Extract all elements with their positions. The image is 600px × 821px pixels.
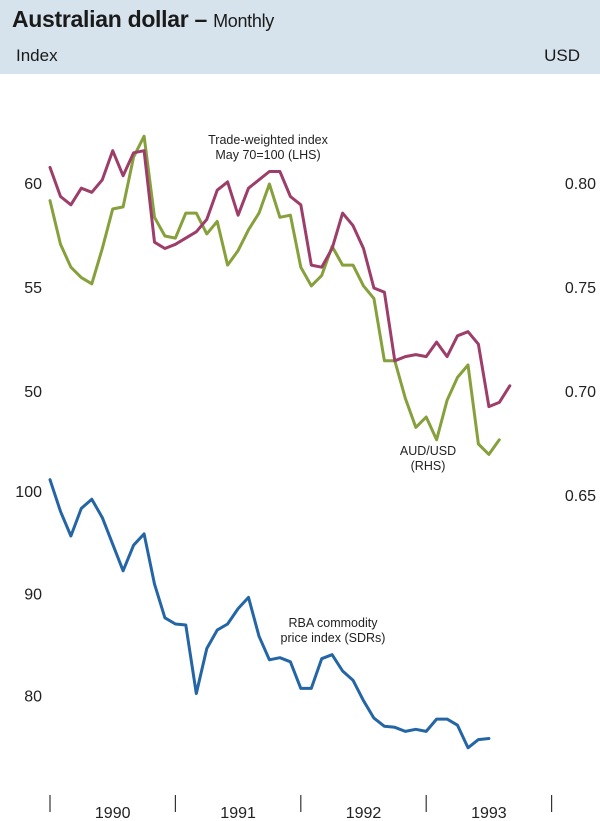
title-main: Australian dollar	[12, 6, 189, 32]
aud-label-line2: (RHS)	[411, 459, 446, 473]
aud-usd-series-line	[48, 134, 501, 456]
right-tick-label: 0.65	[565, 488, 596, 505]
left-bottom-axis: 100 90 80	[15, 484, 42, 706]
left-axis-unit: Index	[16, 46, 58, 65]
left-bottom-tick-label: 80	[24, 689, 42, 706]
rba-label-line2: price index (SDRs)	[281, 631, 386, 645]
twi-series-line	[48, 149, 512, 409]
left-bottom-tick-label: 100	[15, 484, 42, 501]
x-axis: 1990 1991 1992 1993	[49, 795, 553, 821]
left-top-tick-label: 55	[24, 280, 42, 297]
left-top-axis: 60 55 50	[24, 176, 42, 401]
right-tick-label: 0.70	[565, 384, 596, 401]
twi-label-line2: May 70=100 (LHS)	[215, 148, 320, 162]
chart-subtitle: Monthly	[213, 11, 274, 31]
right-axis-unit: USD	[544, 46, 580, 65]
x-tick-label: 1991	[220, 805, 256, 821]
chart-header: Australian dollar – Monthly Index USD	[0, 0, 600, 74]
left-bottom-tick-label: 90	[24, 586, 42, 603]
rba-commodity-series-line	[48, 478, 491, 750]
right-tick-label: 0.80	[565, 176, 596, 193]
right-axis: 0.80 0.75 0.70 0.65	[565, 176, 596, 505]
x-tick-label: 1990	[95, 805, 131, 821]
chart-title: Australian dollar – Monthly	[12, 6, 274, 32]
series-lines	[48, 134, 512, 750]
right-tick-label: 0.75	[565, 280, 596, 297]
twi-label-line1: Trade-weighted index	[208, 133, 328, 147]
left-top-tick-label: 60	[24, 176, 42, 193]
x-tick-label: 1992	[346, 805, 382, 821]
left-top-tick-label: 50	[24, 384, 42, 401]
rba-label-line1: RBA commodity	[289, 616, 379, 630]
aud-label-line1: AUD/USD	[400, 444, 456, 458]
x-tick-label: 1993	[471, 805, 507, 821]
